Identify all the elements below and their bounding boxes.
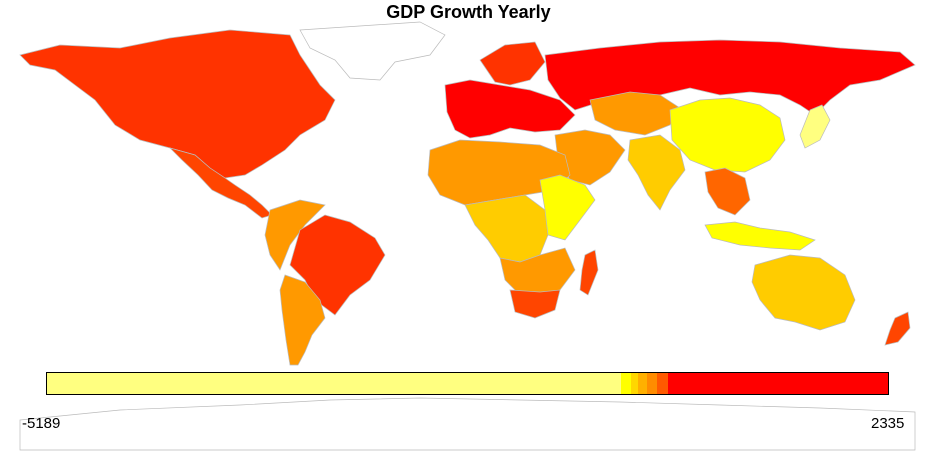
legend-max-label: 2335 bbox=[871, 415, 905, 432]
map-title: GDP Growth Yearly bbox=[386, 2, 551, 22]
legend-min-label: -5189 bbox=[22, 415, 61, 432]
legend-segment bbox=[656, 373, 669, 394]
south-america-north-shape bbox=[264, 199, 326, 271]
legend-segment bbox=[621, 373, 632, 394]
argentina-shape bbox=[279, 274, 326, 366]
central-africa-shape bbox=[464, 194, 549, 263]
madagascar-shape bbox=[579, 249, 599, 296]
western-europe-shape bbox=[444, 79, 576, 139]
brazil-shape bbox=[289, 214, 386, 316]
country-shapes bbox=[19, 21, 916, 451]
central-asia-shape bbox=[589, 91, 681, 136]
antarctica-shape bbox=[19, 397, 916, 451]
southeast-asia-shape bbox=[704, 167, 751, 216]
india-shape bbox=[627, 134, 686, 211]
east-africa-shape bbox=[539, 174, 596, 241]
north-america-shape bbox=[19, 29, 336, 179]
southern-africa-shape bbox=[499, 247, 576, 296]
australia-shape bbox=[751, 254, 856, 331]
legend-segment bbox=[638, 373, 647, 394]
legend-segment bbox=[631, 373, 639, 394]
indonesia-shape bbox=[704, 221, 816, 251]
new-zealand-shape bbox=[884, 311, 911, 346]
legend-segment bbox=[668, 373, 888, 394]
japan-shape bbox=[799, 104, 831, 149]
legend-color-bar bbox=[46, 372, 889, 395]
greenland-shape bbox=[299, 21, 446, 81]
legend-segment bbox=[47, 373, 622, 394]
legend-segment bbox=[646, 373, 657, 394]
china-shape bbox=[669, 97, 786, 173]
scandinavia-shape bbox=[479, 41, 546, 86]
south-africa-shape bbox=[509, 289, 561, 319]
